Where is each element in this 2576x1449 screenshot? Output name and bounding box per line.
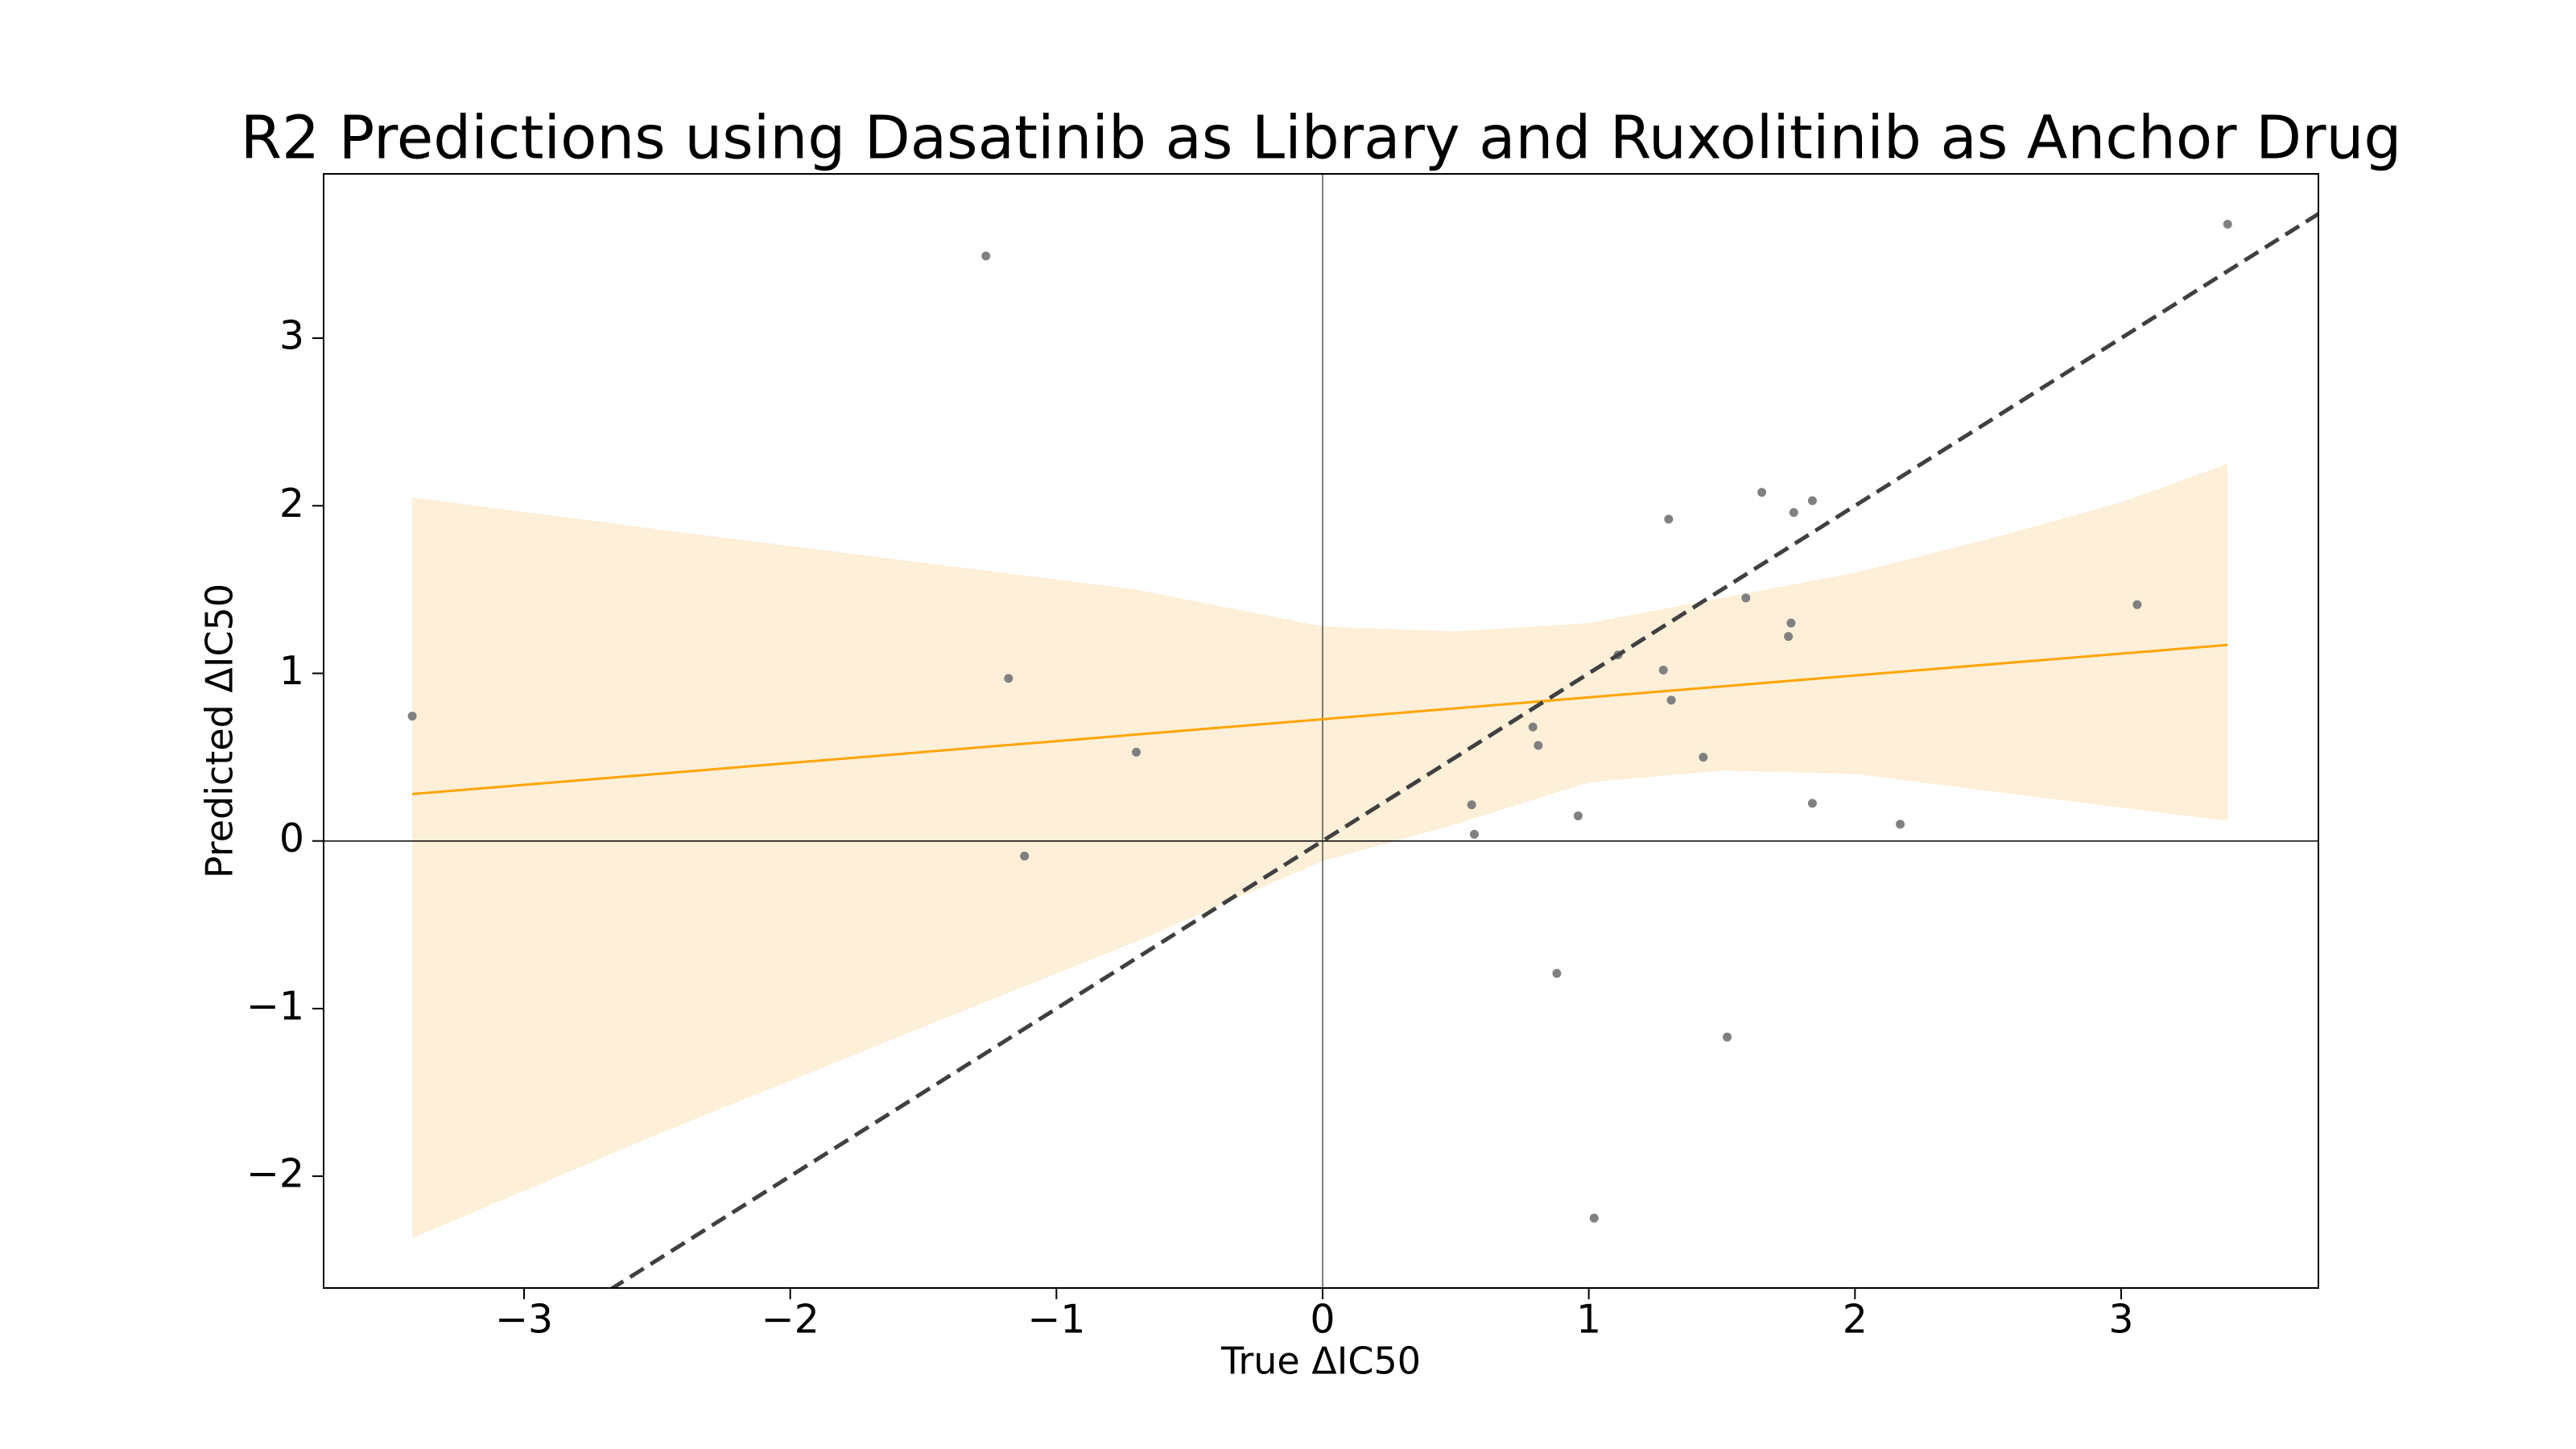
data-point — [1741, 593, 1751, 603]
data-point — [1552, 968, 1562, 978]
data-point — [1658, 665, 1668, 675]
data-point — [1807, 799, 1817, 808]
identity-line — [609, 212, 2318, 1288]
x-tick-label: 1 — [1576, 1297, 1601, 1343]
plot-area — [324, 174, 2318, 1288]
data-point — [1004, 674, 1013, 683]
data-point — [1666, 696, 1676, 705]
data-point — [1807, 496, 1817, 506]
data-point — [1786, 618, 1796, 628]
data-point — [1528, 722, 1538, 732]
y-tick-label: 3 — [279, 313, 304, 359]
data-point — [407, 712, 417, 721]
x-tick-label: 2 — [1843, 1297, 1868, 1343]
data-point — [1699, 753, 1708, 762]
x-axis-label: True ΔIC50 — [1220, 1340, 1421, 1383]
y-tick-label: 1 — [279, 648, 304, 694]
data-point — [1723, 1032, 1732, 1042]
data-point — [2223, 219, 2232, 229]
data-point — [1589, 1213, 1599, 1223]
data-point — [2132, 600, 2142, 609]
y-tick-label: 2 — [279, 481, 304, 526]
chart-title: R2 Predictions using Dasatinib as Librar… — [241, 104, 2402, 173]
x-tick-label: 0 — [1310, 1297, 1335, 1343]
x-tick-label: −3 — [495, 1297, 553, 1343]
data-point — [1469, 829, 1479, 839]
x-tick-label: −2 — [762, 1297, 819, 1343]
fit-line — [411, 643, 2228, 795]
data-point — [1757, 488, 1767, 497]
x-tick-label: −1 — [1027, 1297, 1085, 1343]
data-point — [1664, 514, 1674, 524]
data-point — [1896, 819, 1905, 829]
confidence-band — [412, 464, 2228, 1239]
y-tick-label: 0 — [279, 815, 304, 861]
data-point — [1784, 632, 1794, 642]
y-axis-label: Predicted ΔIC50 — [198, 584, 242, 878]
data-point — [1467, 800, 1476, 810]
y-tick-label: −1 — [246, 983, 304, 1029]
data-point — [1534, 741, 1543, 750]
x-tick-label: 3 — [2108, 1297, 2133, 1343]
y-tick-label: −2 — [246, 1151, 304, 1197]
data-point — [981, 251, 991, 261]
data-point — [1020, 851, 1030, 861]
data-point — [1573, 811, 1583, 820]
data-point — [1789, 508, 1798, 518]
plot-frame — [323, 173, 2319, 1289]
data-point — [1132, 747, 1141, 757]
